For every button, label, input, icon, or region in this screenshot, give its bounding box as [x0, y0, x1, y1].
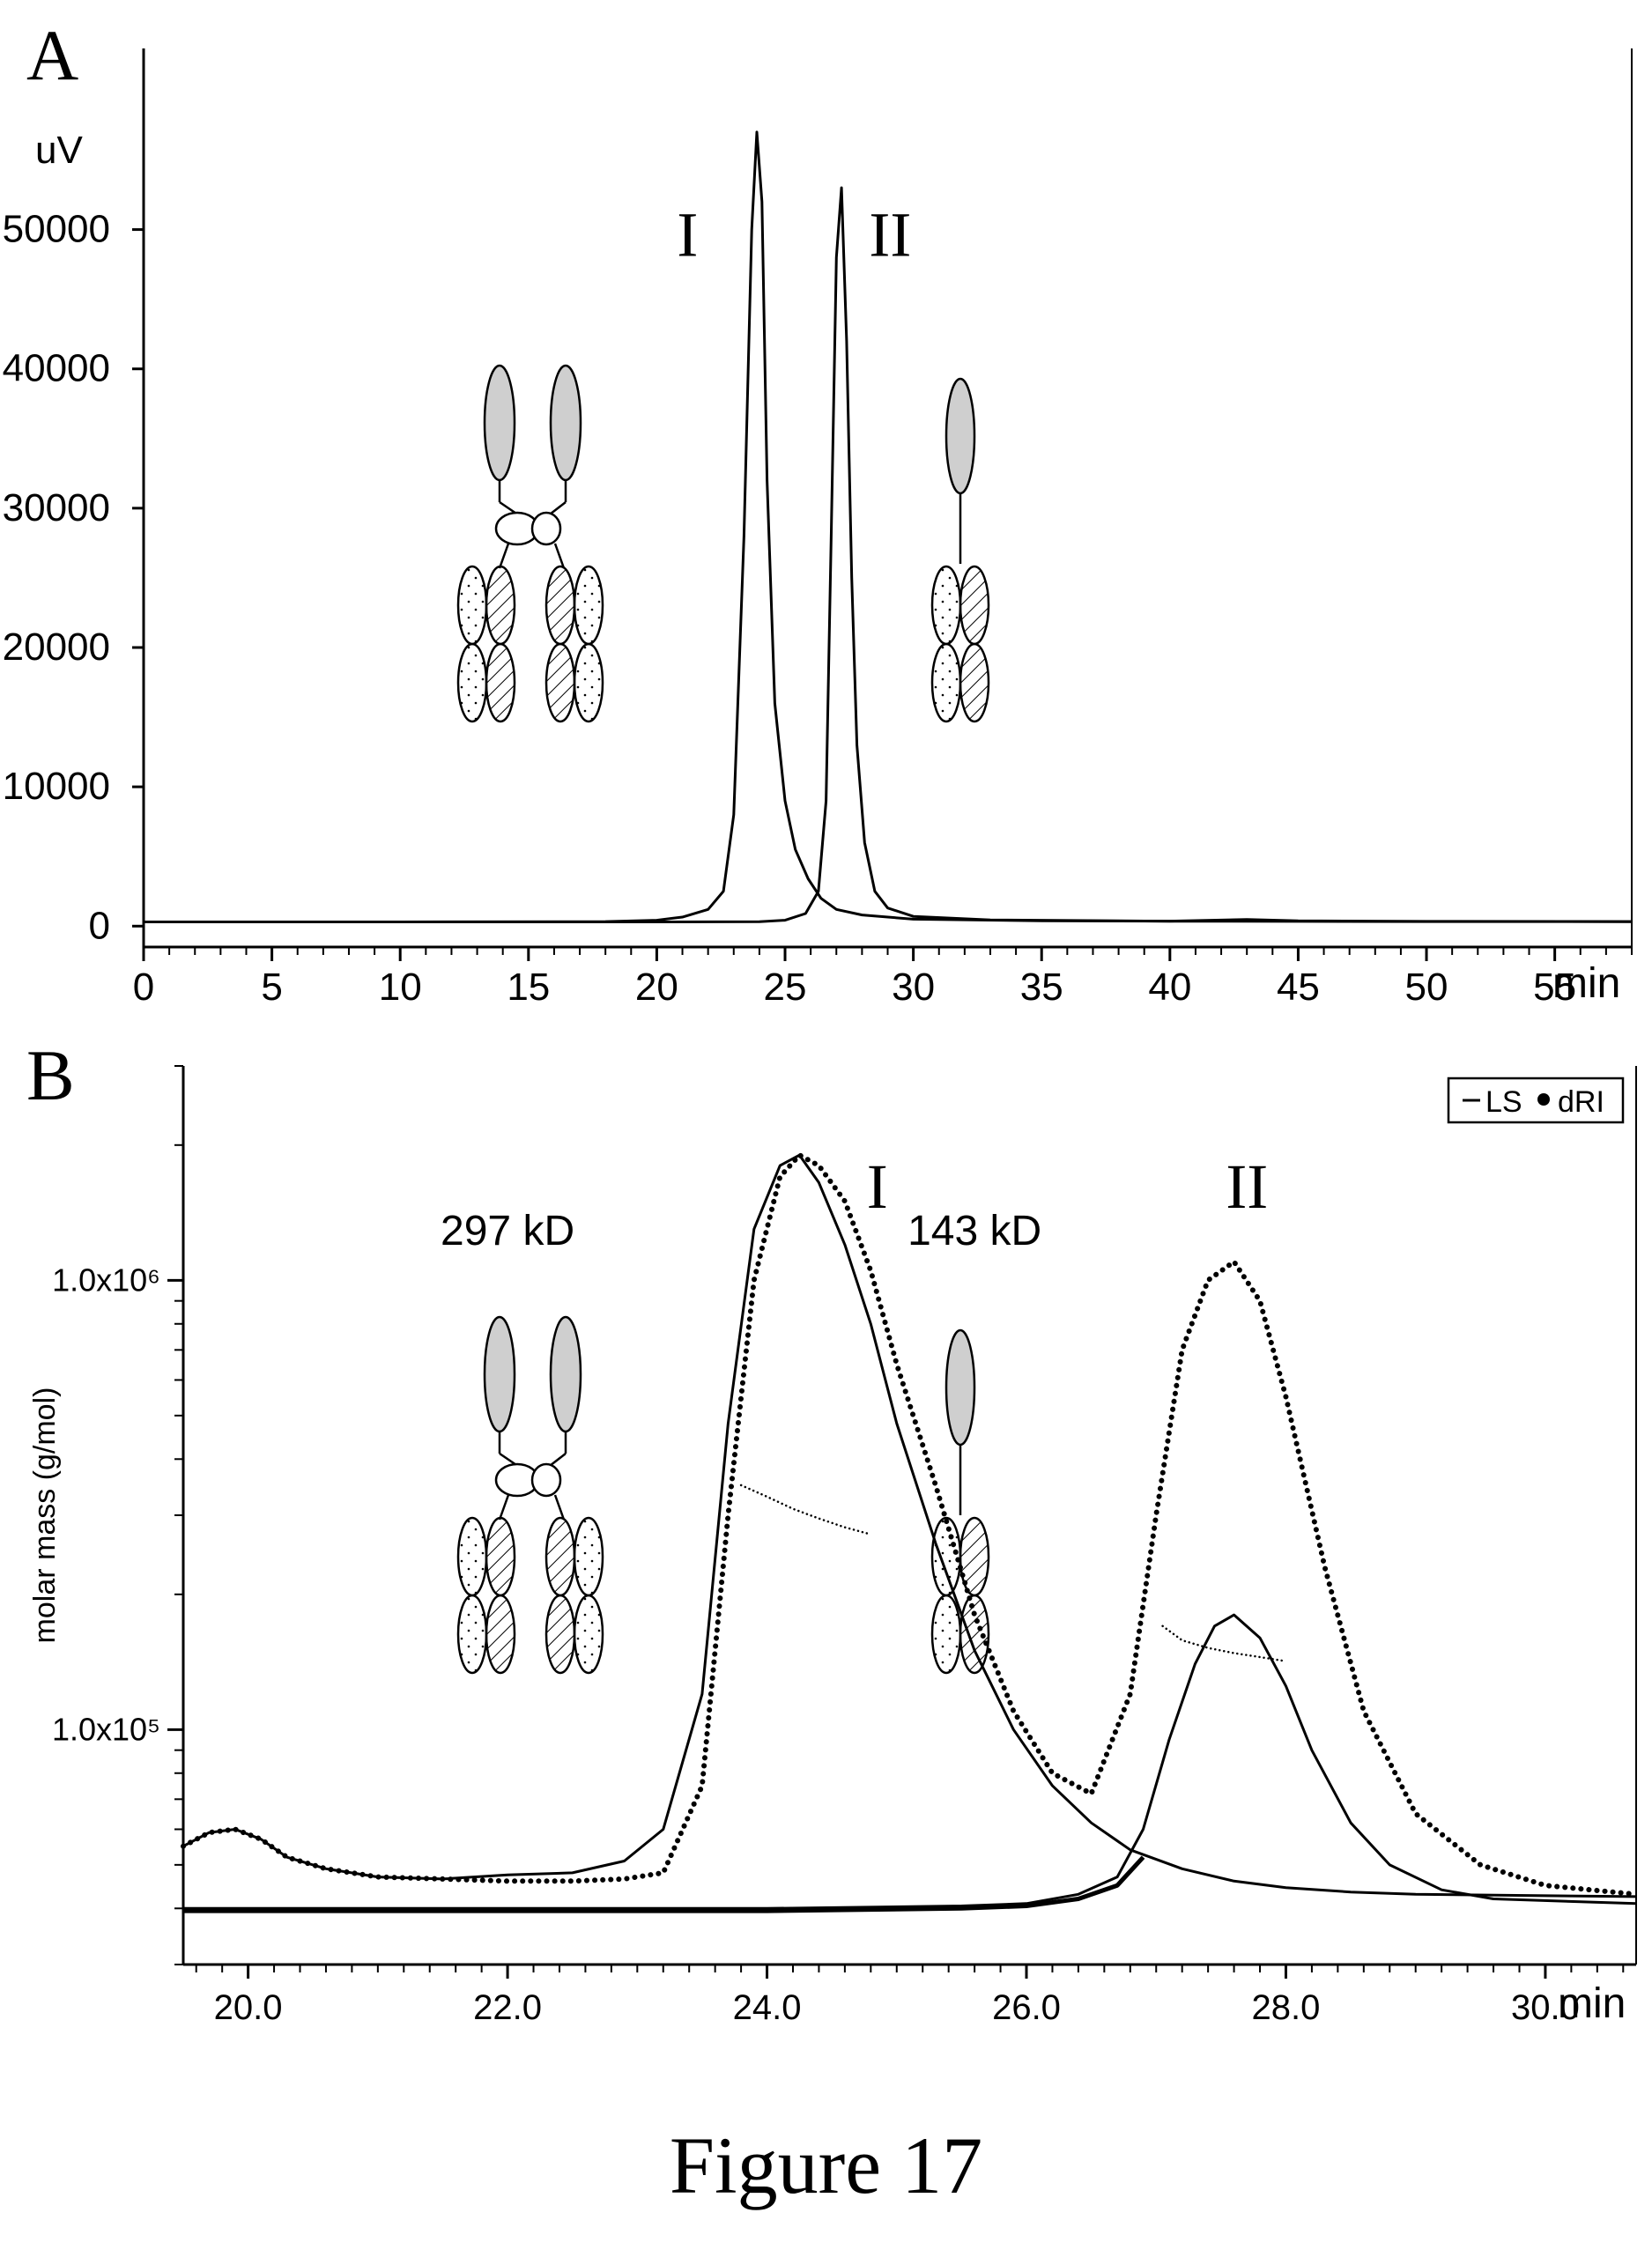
panel-b-x-ticks: 20.0 22.0 24.0 26.0 28.0 30.0 — [195, 1965, 1625, 2027]
figure-caption: Figure 17 — [669, 2120, 983, 2210]
x-tick-label: 40 — [1148, 966, 1191, 1009]
x-tick-label: 30 — [892, 966, 935, 1009]
peak-label-2: II — [869, 200, 911, 270]
series-molar-mass-i — [739, 1484, 872, 1536]
panel-b-y-label: molar mass (g/mol) — [28, 1388, 62, 1644]
y-tick-label: 30000 — [3, 486, 110, 529]
panel-a-series — [144, 130, 1633, 923]
mass-label-2: 143 kD — [907, 1208, 1041, 1254]
panel-b-x-label: min — [1558, 1980, 1626, 2027]
peak-label-ii: II — [1226, 1151, 1268, 1222]
y-tick-label: 20000 — [3, 625, 110, 669]
series-line-2 — [144, 186, 1633, 923]
peak-label-i: I — [867, 1151, 888, 1222]
series-ls-peak-ii — [183, 1613, 1637, 1910]
x-tick-label: 50 — [1405, 966, 1448, 1009]
antibody-monomer-icon-b — [932, 1330, 989, 1673]
y-tick-label: 1.0x10⁶ — [52, 1262, 160, 1298]
x-tick-label: 15 — [507, 966, 550, 1009]
series-molar-mass-ii — [1161, 1624, 1287, 1662]
legend-dri-swatch — [1537, 1093, 1550, 1106]
x-tick-label: 55 — [1533, 966, 1576, 1009]
x-tick-label: 20 — [635, 966, 678, 1009]
y-tick-label: 10000 — [3, 765, 110, 808]
x-tick-label: 24.0 — [733, 1988, 802, 2027]
x-tick-label: 28.0 — [1252, 1988, 1321, 2027]
mass-label-1: 297 kD — [441, 1208, 574, 1254]
x-tick-label: 26.0 — [992, 1988, 1061, 2027]
series-dri-peak-ii-baseline — [183, 1855, 1145, 1913]
panel-b-series — [181, 1152, 1639, 1913]
panel-b-y-ticks: 1.0x10⁶ 1.0x10⁵ — [52, 1065, 183, 1965]
x-tick-label: 22.0 — [473, 1988, 542, 2027]
x-tick-label: 5 — [261, 966, 282, 1009]
series-dri — [181, 1152, 1639, 1898]
panel-b-legend: LS dRI — [1447, 1077, 1625, 1124]
panel-a-y-ticks: 0 10000 20000 30000 40000 50000 — [3, 208, 144, 947]
panel-a-annotations: I II — [677, 200, 911, 270]
panel-a-x-label: min — [1552, 960, 1620, 1007]
x-tick-label: 10 — [379, 966, 422, 1009]
legend-dri-label: dRI — [1558, 1085, 1604, 1119]
x-tick-label: 25 — [764, 966, 807, 1009]
y-tick-label: 1.0x10⁵ — [52, 1711, 160, 1747]
x-tick-label: 45 — [1277, 966, 1320, 1009]
x-tick-label: 30.0 — [1511, 1988, 1580, 2027]
panel-b-label: B — [26, 1035, 75, 1115]
x-tick-label: 0 — [133, 966, 154, 1009]
y-tick-label: 40000 — [3, 347, 110, 390]
legend-ls-label: LS — [1485, 1085, 1522, 1119]
y-tick-label: 0 — [89, 904, 110, 947]
panel-a: A uV min 0 10000 20000 30000 40000 50000 0 5 10… — [3, 15, 1633, 1009]
antibody-monomer-icon — [932, 379, 989, 722]
y-tick-label: 50000 — [3, 208, 110, 251]
antibody-dimer-icon — [458, 366, 603, 722]
antibody-dimer-icon-b — [458, 1317, 603, 1673]
x-tick-label: 20.0 — [214, 1988, 283, 2027]
panel-a-label: A — [26, 15, 78, 95]
panel-a-y-label: uV — [35, 129, 83, 172]
series-ls — [182, 1153, 1637, 1898]
panel-a-x-ticks: 0 5 10 15 20 25 30 35 40 45 50 55 — [133, 947, 1633, 1009]
x-tick-label: 35 — [1020, 966, 1063, 1009]
panel-b: B molar mass (g/mol) min 1.0x10⁶1.0x10⁵ … — [26, 1035, 1639, 2027]
peak-label-1: I — [677, 200, 698, 270]
